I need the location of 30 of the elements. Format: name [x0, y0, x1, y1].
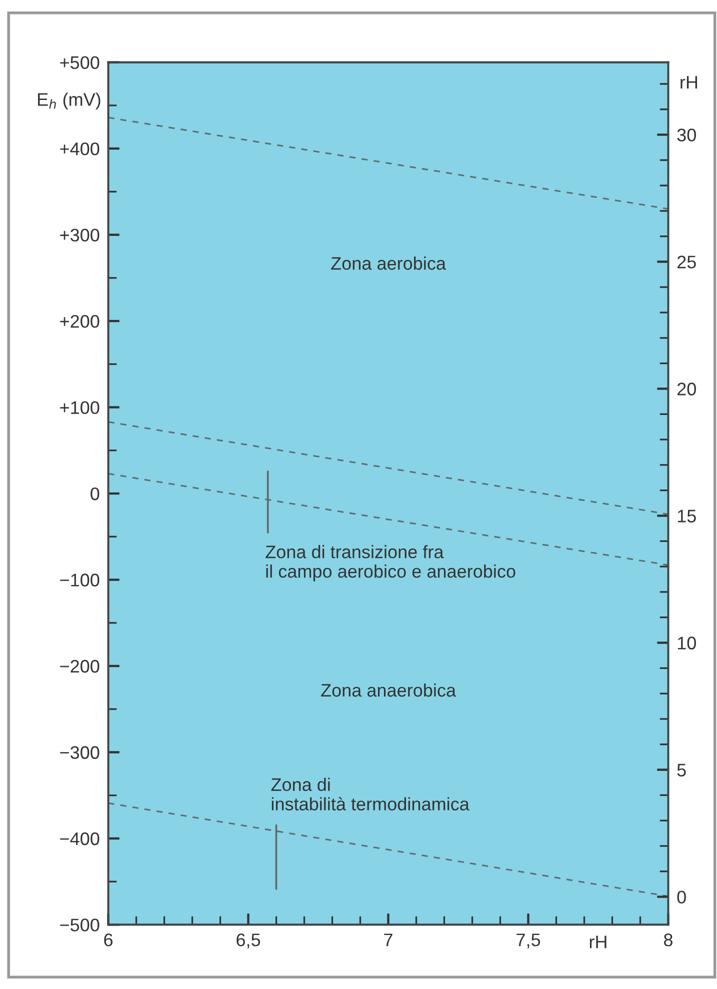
y-tick-label: −500: [60, 918, 100, 932]
y2-tick-label: 15: [678, 510, 696, 522]
y-axis-title: E$_{h}$ (mV): [38, 92, 100, 110]
y2-tick-label: 0: [677, 890, 686, 904]
y-tick-label: +400: [60, 142, 100, 156]
annotation: Zona di transizione fra il campo aerobico e anaerobico: [266, 545, 516, 582]
y-tick-label: +100: [60, 401, 100, 414]
y2-tick-label: 30: [677, 128, 696, 142]
y2-tick-label: 25: [677, 256, 696, 268]
x-tick-label: 6,5: [236, 934, 260, 948]
x-tick-label: 7,5: [516, 934, 540, 948]
annotation: Zona di instabilità termodinamica: [271, 778, 470, 810]
y2-axis-title: rH: [680, 76, 698, 89]
x-tick-label: 8: [664, 934, 672, 946]
y-tick-label: −400: [60, 832, 100, 846]
x-tick-label: 7: [384, 934, 392, 946]
annotation: Zona aerobica: [331, 256, 446, 270]
annotation: Zona anaerobica: [321, 683, 456, 697]
y2-tick-label: 10: [678, 636, 696, 650]
x-tick-label: 6: [104, 934, 112, 946]
y-tick-label: −300: [60, 746, 100, 759]
y2-tick-label: 5: [677, 764, 686, 776]
y-tick-label: +200: [60, 314, 100, 328]
y-tick-label: −100: [60, 574, 100, 586]
y-tick-label: +500: [60, 56, 100, 70]
y-tick-label: 0: [90, 487, 100, 500]
y-tick-label: +300: [60, 228, 100, 242]
y-tick-label: −200: [60, 660, 100, 673]
y2-tick-label: 20: [677, 382, 696, 396]
x-axis-title: rH: [590, 936, 606, 948]
